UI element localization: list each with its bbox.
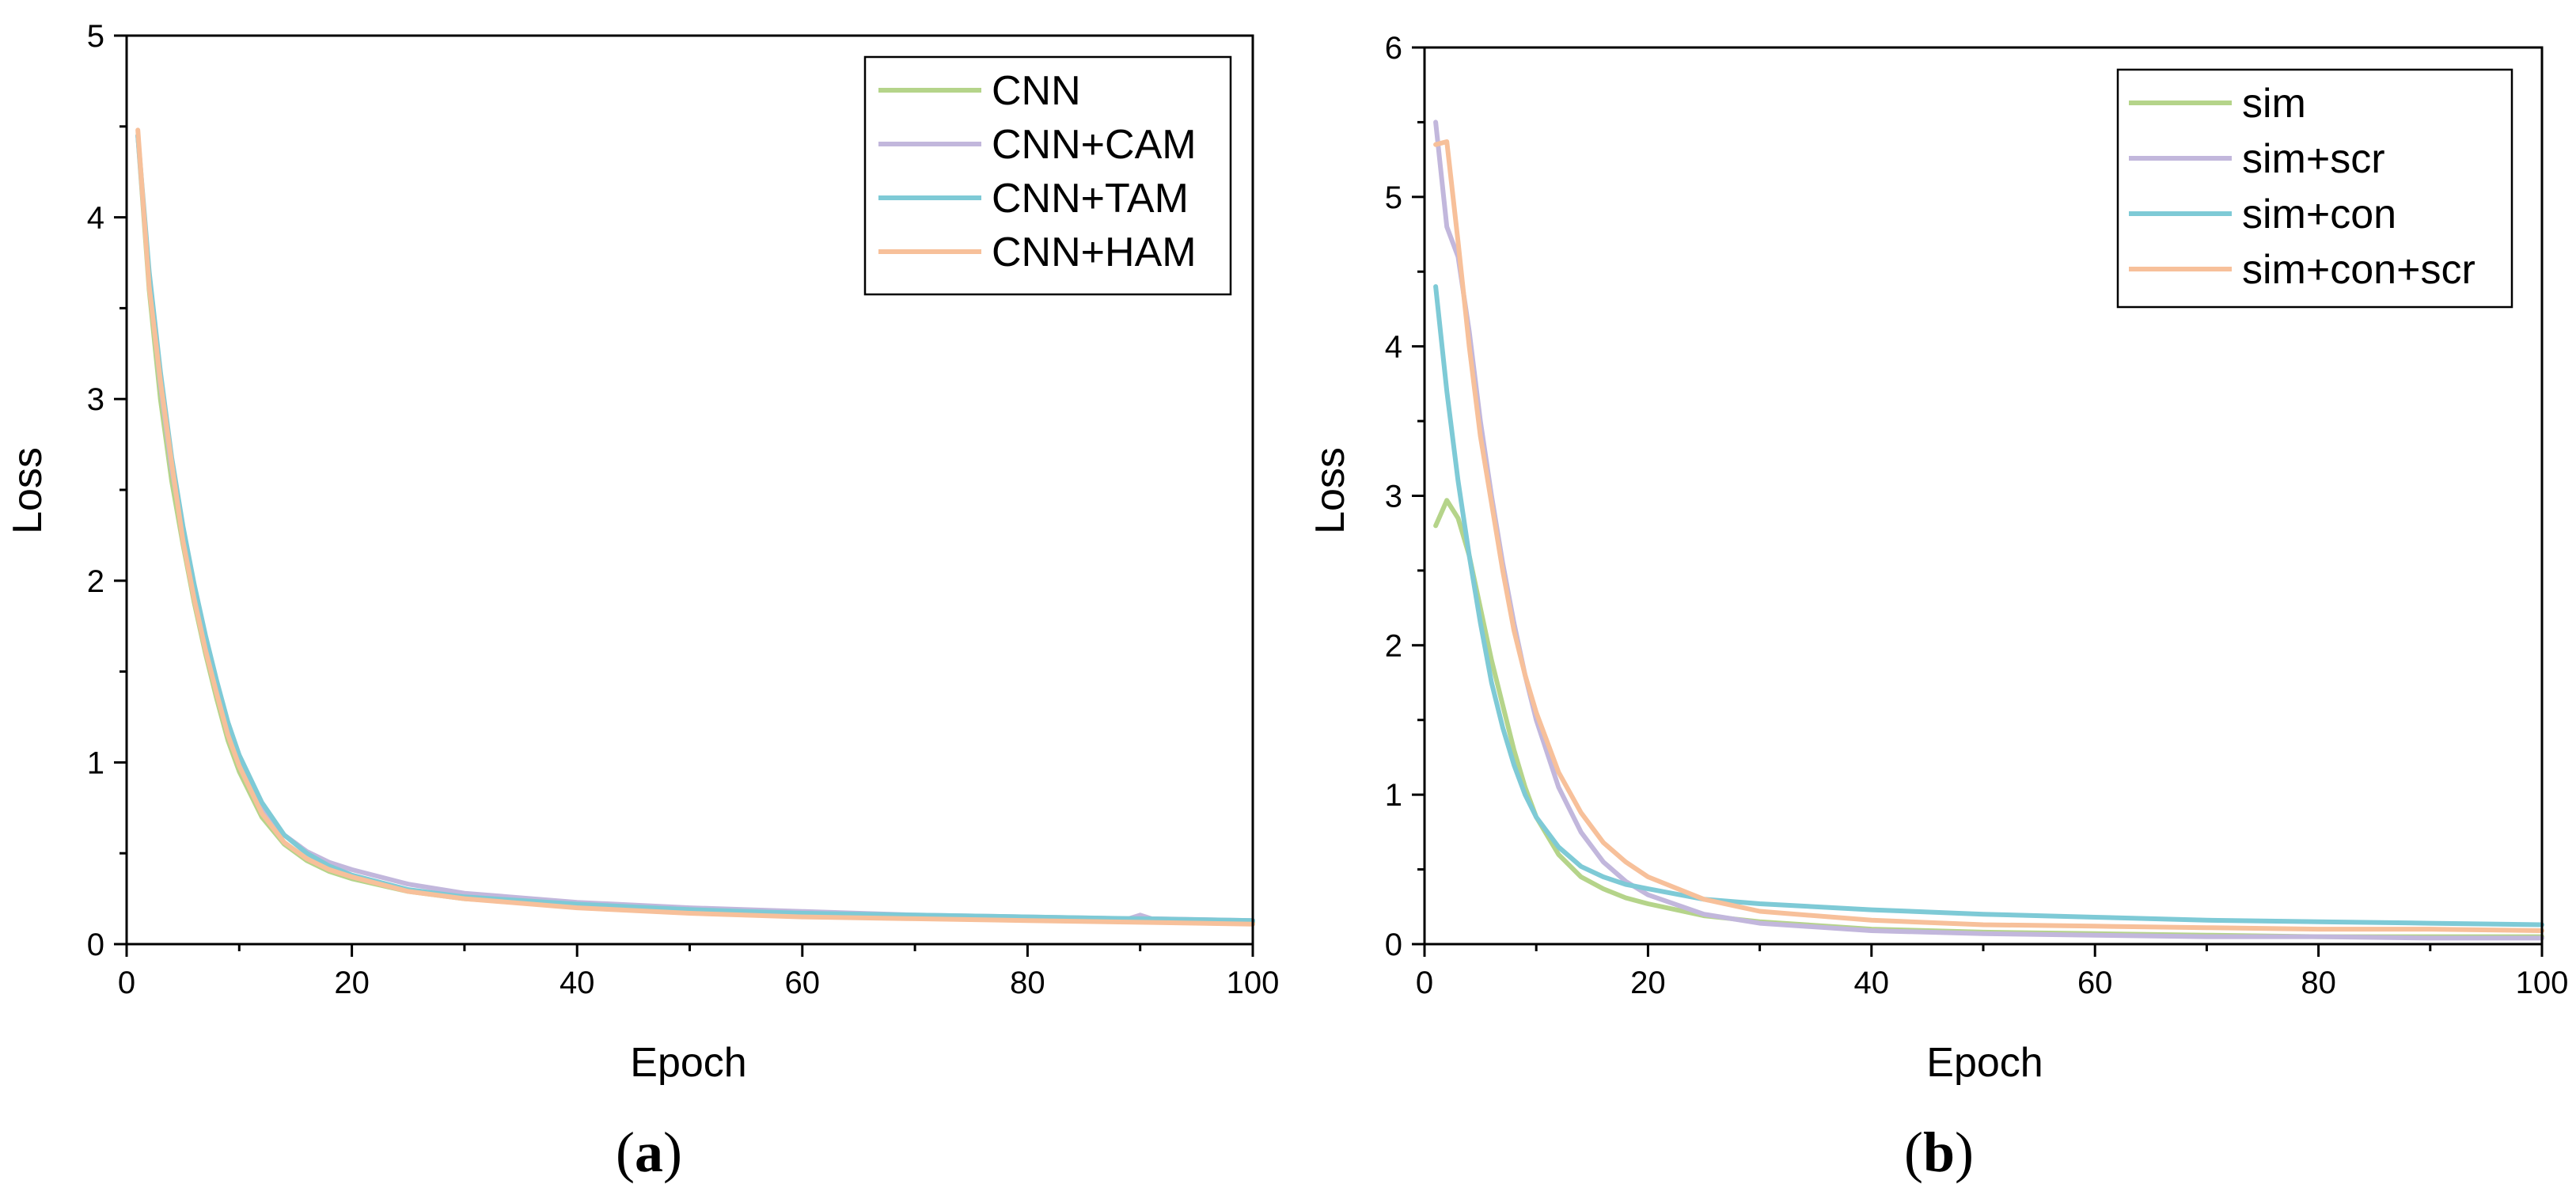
legend-label-b-3: sim+con+scr [2242, 247, 2475, 293]
panel-b-caption: (b) [1904, 1121, 1974, 1184]
x-tick-label-a: 0 [118, 965, 135, 1000]
panel-b-ylabel: Loss [1307, 447, 1353, 534]
legend-label-b-2: sim+con [2242, 192, 2396, 237]
y-tick-label-b: 0 [1385, 928, 1402, 962]
y-tick-label-a: 5 [87, 19, 104, 54]
x-tick-label-b: 20 [1630, 965, 1666, 1000]
x-tick-label-a: 80 [1010, 965, 1045, 1000]
y-tick-label-a: 1 [87, 745, 104, 780]
x-tick-label-b: 60 [2077, 965, 2113, 1000]
legend-label-a-2: CNN+TAM [992, 176, 1189, 222]
legend-a: CNN CNN+CAM CNN+TAM CNN+HAM [863, 55, 1232, 296]
series-line-a-3 [135, 127, 1255, 927]
series-line-b-2 [1433, 284, 2544, 928]
panel-b: Loss Epoch (b) 0 20 40 60 80 1000123456simsim… [1307, 31, 2568, 1184]
series-line-b-0 [1433, 498, 2544, 939]
y-tick-label-b: 3 [1385, 480, 1402, 514]
y-tick-label-a: 3 [87, 382, 104, 417]
x-tick-label-a: 60 [785, 965, 821, 1000]
y-tick-label-a: 2 [87, 564, 104, 599]
panel-a-caption: (a) [616, 1121, 682, 1184]
legend-label-a-0: CNN [992, 68, 1081, 114]
panel-a-xlabel: Epoch [630, 1040, 746, 1086]
x-tick-label-b: 80 [2301, 965, 2336, 1000]
legend-label-a-1: CNN+CAM [992, 122, 1197, 168]
y-tick-label-a: 4 [87, 201, 104, 236]
panel-a: Loss Epoch (a) 0 20 40 60 80 100 0 1 2 3 4 5 CNN CNN+… [5, 19, 1279, 1184]
x-tick-label-b: 100 [2516, 965, 2569, 1000]
x-tick-label-a: 20 [334, 965, 370, 1000]
panel-b-xlabel: Epoch [1926, 1040, 2043, 1086]
x-tick-label-b: 0 [1416, 965, 1433, 1000]
legend-box-a [863, 55, 1232, 296]
series-line-b-3 [1433, 139, 2544, 933]
legend-label-b-0: sim [2242, 81, 2306, 127]
panel-a-ylabel: Loss [5, 447, 51, 534]
y-tick-label-b: 4 [1385, 330, 1402, 365]
y-tick-label-b: 1 [1385, 778, 1402, 813]
y-tick-label-b: 6 [1385, 31, 1402, 66]
legend-b: sim sim+scr sim+con sim+con+scr [2116, 68, 2513, 309]
legend-label-a-3: CNN+HAM [992, 230, 1197, 275]
y-tick-label-b: 2 [1385, 628, 1402, 663]
x-tick-label-a: 40 [560, 965, 595, 1000]
x-tick-label-b: 40 [1854, 965, 1890, 1000]
x-tick-label-a: 100 [1227, 965, 1280, 1000]
legend-label-b-1: sim+scr [2242, 136, 2385, 182]
y-tick-label-b: 5 [1385, 180, 1402, 215]
y-tick-label-a: 0 [87, 928, 104, 962]
